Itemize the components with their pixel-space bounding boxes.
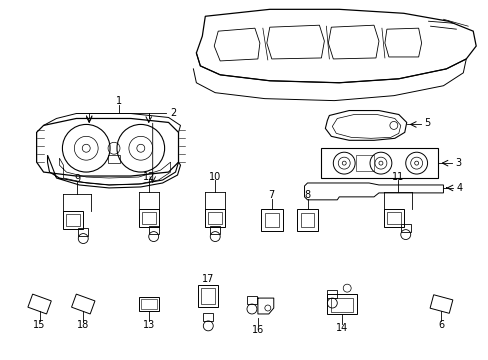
Text: 18: 18 xyxy=(77,320,89,330)
Text: 8: 8 xyxy=(304,190,310,200)
Text: 3: 3 xyxy=(454,158,461,168)
Text: 12: 12 xyxy=(142,172,155,182)
Text: 16: 16 xyxy=(251,325,264,335)
Text: 1: 1 xyxy=(116,96,122,105)
Text: 13: 13 xyxy=(142,320,155,330)
Text: 2: 2 xyxy=(170,108,177,117)
Bar xyxy=(210,226,220,234)
Text: 14: 14 xyxy=(335,323,347,333)
Text: 7: 7 xyxy=(268,190,274,200)
Bar xyxy=(205,209,224,227)
Bar xyxy=(383,209,403,227)
Bar xyxy=(260,209,282,231)
Text: 4: 4 xyxy=(455,183,462,193)
Bar xyxy=(331,298,352,312)
Text: 6: 6 xyxy=(438,320,444,330)
Bar xyxy=(326,294,356,314)
Text: 17: 17 xyxy=(202,274,214,284)
Bar xyxy=(198,285,218,307)
Bar xyxy=(386,212,400,224)
Bar xyxy=(78,228,88,235)
Bar xyxy=(264,213,278,227)
Bar xyxy=(246,296,256,304)
Bar xyxy=(300,213,314,227)
Bar xyxy=(296,209,318,231)
Bar xyxy=(326,290,337,298)
Bar xyxy=(141,299,156,309)
Bar xyxy=(66,214,80,226)
Bar xyxy=(400,224,410,231)
Bar xyxy=(148,226,158,234)
Text: 5: 5 xyxy=(424,118,430,129)
Text: 9: 9 xyxy=(74,174,80,184)
Bar xyxy=(139,297,158,311)
Bar xyxy=(63,211,83,229)
Bar xyxy=(321,148,438,178)
Bar xyxy=(203,313,213,321)
Bar xyxy=(355,155,373,171)
Bar xyxy=(201,288,215,304)
Text: 10: 10 xyxy=(209,172,221,182)
Bar xyxy=(139,209,158,227)
Bar xyxy=(208,212,222,224)
Text: 11: 11 xyxy=(391,172,403,182)
Bar xyxy=(108,155,120,163)
Text: 15: 15 xyxy=(33,320,46,330)
Bar xyxy=(142,212,155,224)
